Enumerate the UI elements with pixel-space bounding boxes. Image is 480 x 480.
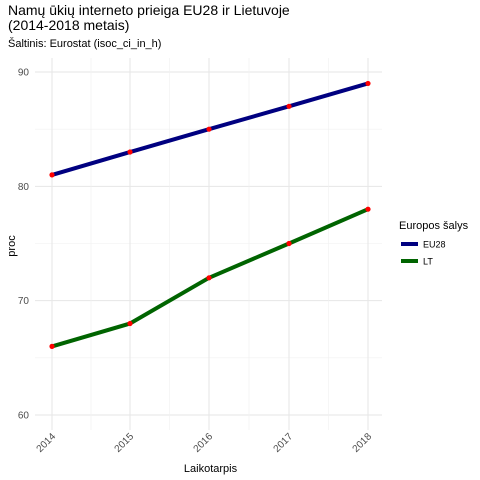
data-point-lt-2017 — [286, 240, 292, 247]
x-tick-label: 2014 — [35, 431, 59, 455]
data-point-eu28-2016 — [206, 126, 212, 132]
data-point-lt-2014 — [49, 343, 55, 349]
data-points — [49, 80, 371, 349]
data-point-lt-2018 — [365, 206, 371, 212]
y-tick-label: 80 — [18, 182, 30, 193]
x-tick-label: 2018 — [351, 431, 375, 455]
legend-label-lt: LT — [423, 257, 433, 267]
series-lines — [51, 81, 369, 349]
y-tick-label: 70 — [18, 296, 30, 307]
chart-subtitle: Šaltinis: Eurostat (isoc_ci_in_h) — [8, 38, 162, 50]
y-tick-label: 60 — [18, 411, 30, 422]
data-point-lt-2015 — [127, 320, 133, 327]
data-point-lt-2016 — [206, 275, 212, 281]
data-point-eu28-2015 — [127, 149, 133, 155]
chart-title: Namų ūkių interneto prieiga EU28 ir Liet… — [8, 2, 290, 33]
x-tick-label: 2015 — [113, 431, 137, 455]
legend-label-eu28: EU28 — [423, 240, 446, 250]
grid-lines — [35, 58, 382, 430]
x-tick-label: 2017 — [272, 431, 296, 455]
y-tick-label: 90 — [18, 68, 30, 79]
legend: Europos šalys EU28 LT — [399, 220, 469, 267]
axis-ticks: 60 70 80 90 2014 2015 2016 2017 2018 — [18, 68, 375, 455]
data-point-eu28-2017 — [286, 103, 292, 109]
data-point-eu28-2014 — [49, 172, 55, 178]
x-tick-label: 2016 — [192, 431, 216, 455]
y-axis-title: proc — [6, 235, 18, 257]
legend-title: Europos šalys — [399, 220, 469, 232]
data-point-eu28-2018 — [365, 80, 371, 87]
x-axis-title: Laikotarpis — [184, 463, 238, 475]
